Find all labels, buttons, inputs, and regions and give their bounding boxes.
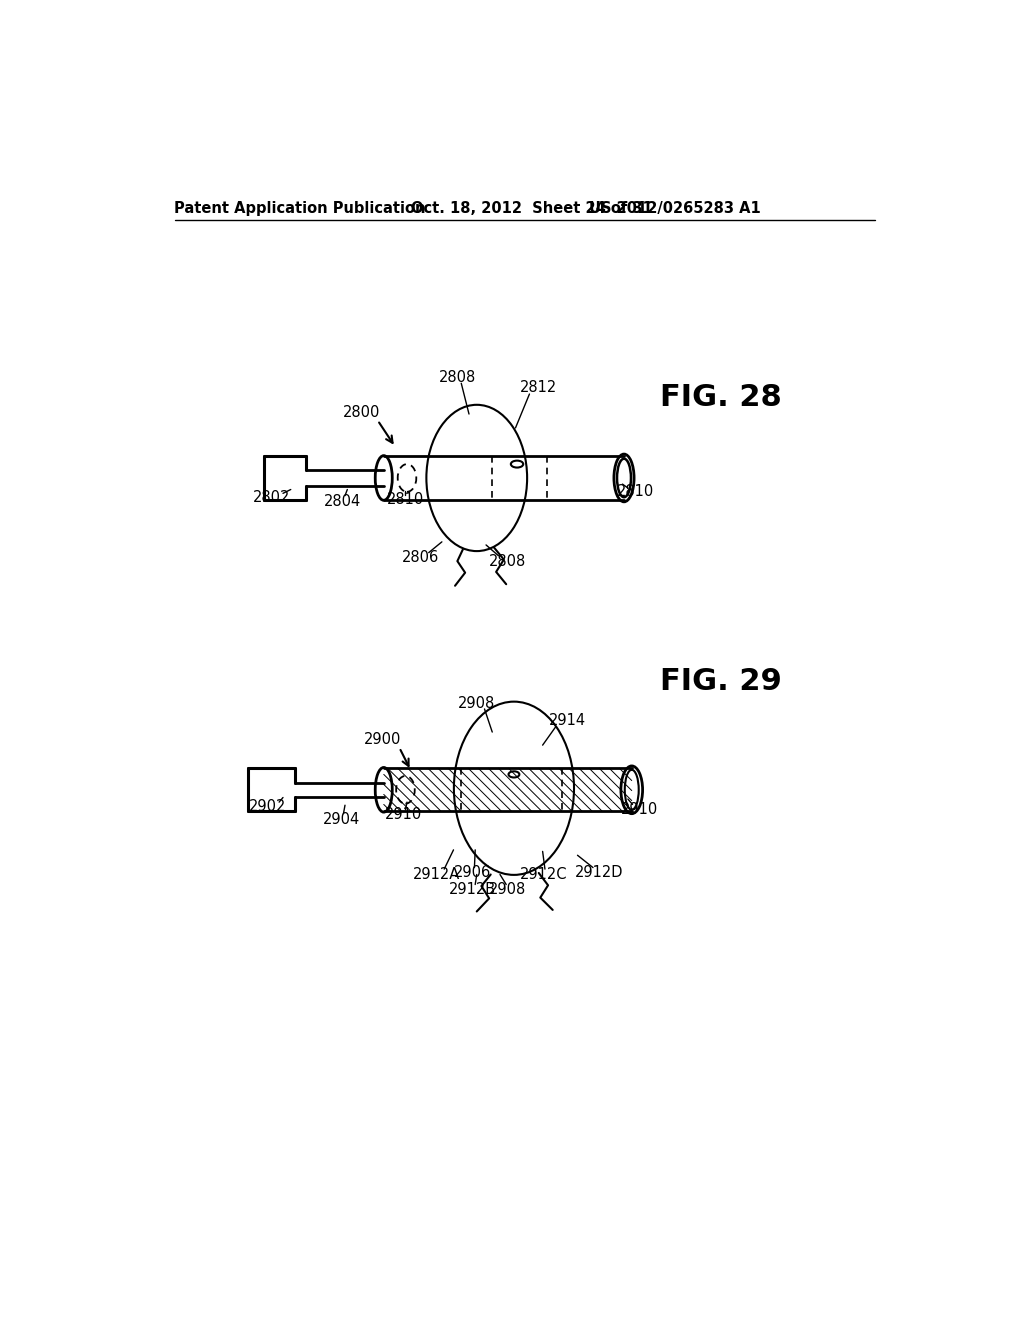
- Text: 2910: 2910: [621, 801, 658, 817]
- Text: 2906: 2906: [455, 866, 492, 880]
- Text: 2912C: 2912C: [519, 867, 567, 882]
- Text: 2908: 2908: [489, 882, 526, 898]
- Text: 2808: 2808: [489, 553, 526, 569]
- Text: 2804: 2804: [324, 494, 361, 508]
- Text: FIG. 28: FIG. 28: [660, 383, 781, 412]
- Text: 2802: 2802: [253, 490, 290, 504]
- Text: 2914: 2914: [549, 713, 586, 729]
- Text: 2808: 2808: [438, 371, 476, 385]
- Text: 2912B: 2912B: [450, 882, 497, 898]
- Text: FIG. 29: FIG. 29: [659, 668, 781, 697]
- Text: 2902: 2902: [249, 799, 286, 814]
- Text: 2900: 2900: [364, 733, 400, 747]
- Text: 2800: 2800: [343, 405, 381, 420]
- Text: 2810: 2810: [617, 483, 654, 499]
- Text: 2806: 2806: [402, 549, 439, 565]
- Text: 2810: 2810: [387, 492, 424, 507]
- Text: 2910: 2910: [384, 807, 422, 822]
- Text: Patent Application Publication: Patent Application Publication: [174, 201, 426, 216]
- Text: US 2012/0265283 A1: US 2012/0265283 A1: [589, 201, 761, 216]
- Text: Oct. 18, 2012  Sheet 24 of 31: Oct. 18, 2012 Sheet 24 of 31: [411, 201, 652, 216]
- Text: 2904: 2904: [323, 812, 359, 826]
- Text: 2908: 2908: [458, 696, 496, 711]
- Bar: [384, 768, 632, 812]
- Text: 2812: 2812: [520, 380, 557, 396]
- Text: 2912A: 2912A: [413, 867, 460, 882]
- Text: 2912D: 2912D: [574, 866, 624, 880]
